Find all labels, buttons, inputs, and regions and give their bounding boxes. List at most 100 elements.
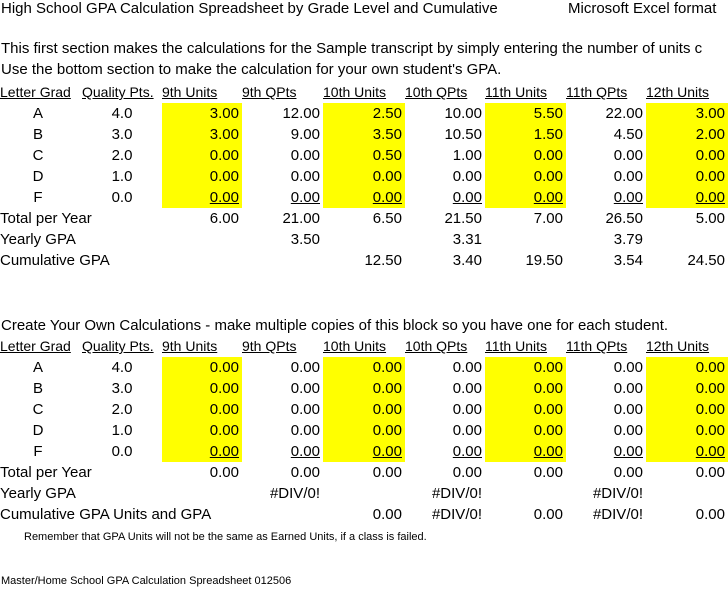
units-12th-cell[interactable]: 0.00 xyxy=(646,145,728,166)
yearly-gpa-10th: 3.31 xyxy=(452,231,482,248)
own-calculations-heading: Create Your Own Calculations - make mult… xyxy=(1,317,669,334)
column-header-units-12th: 12th Units xyxy=(646,84,710,100)
total-qpts-10th: 0.00 xyxy=(452,464,482,481)
qpts-9th-cell: 0.00 xyxy=(290,443,320,460)
qpts-9th-cell: 0.00 xyxy=(290,380,320,397)
units-10th-cell[interactable]: 2.50 xyxy=(323,103,405,124)
units-9th-cell[interactable]: 0.00 xyxy=(162,166,242,187)
qpts-11th-cell: 22.00 xyxy=(605,105,643,122)
grade-row: F 0.0 0.00 0.00 0.00 0.00 0.00 0.00 0.00 xyxy=(0,187,728,208)
units-10th-cell[interactable]: 0.00 xyxy=(323,166,405,187)
units-9th-cell[interactable]: 0.00 xyxy=(162,145,242,166)
column-header-units-11th: 11th Units xyxy=(485,338,547,354)
units-9th-cell[interactable]: 0.00 xyxy=(162,399,242,420)
yearly-gpa-9th: #DIV/0! xyxy=(269,485,320,502)
total-units-10th: 6.50 xyxy=(372,210,402,227)
cumulative-units-11th: 0.00 xyxy=(533,506,563,523)
cumulative-gpa-label: Cumulative GPA xyxy=(0,252,110,269)
units-11th-cell[interactable]: 0.00 xyxy=(485,399,566,420)
column-header-qpts-9th: 9th QPts xyxy=(242,338,297,354)
grade-row: D 1.0 0.00 0.00 0.00 0.00 0.00 0.00 0.00 xyxy=(0,166,728,187)
cumulative-units-12th: 24.50 xyxy=(687,252,725,269)
qpts-9th-cell: 0.00 xyxy=(290,359,320,376)
units-12th-cell[interactable]: 0.00 xyxy=(646,399,728,420)
total-qpts-11th: 0.00 xyxy=(613,464,643,481)
units-10th-cell[interactable]: 0.00 xyxy=(323,399,405,420)
grade-row: B 3.0 3.00 9.00 3.50 10.50 1.50 4.50 2.00 xyxy=(0,124,728,145)
grade-row: A 4.0 0.00 0.00 0.00 0.00 0.00 0.00 0.00 xyxy=(0,357,728,378)
cumulative-gpa-10th: 3.40 xyxy=(452,252,482,269)
units-9th-cell[interactable]: 0.00 xyxy=(162,378,242,399)
column-header-units-10th: 10th Units xyxy=(323,84,387,100)
intro-line-2: Use the bottom section to make the calcu… xyxy=(1,61,502,78)
column-header-units-9th: 9th Units xyxy=(162,84,218,100)
units-12th-cell[interactable]: 0.00 xyxy=(646,357,728,378)
units-12th-cell[interactable]: 0.00 xyxy=(646,378,728,399)
qpts-10th-cell: 10.50 xyxy=(444,126,482,143)
units-12th-cell[interactable]: 0.00 xyxy=(646,166,728,187)
units-9th-cell[interactable]: 0.00 xyxy=(162,357,242,378)
units-10th-cell[interactable]: 3.50 xyxy=(323,124,405,145)
units-10th-cell[interactable]: 0.50 xyxy=(323,145,405,166)
total-qpts-11th: 26.50 xyxy=(605,210,643,227)
letter-grade-cell: A xyxy=(32,359,43,376)
column-header-units-12th: 12th Units xyxy=(646,338,710,354)
units-12th-cell[interactable]: 0.00 xyxy=(646,187,728,208)
qpts-9th-cell: 12.00 xyxy=(282,105,320,122)
letter-grade-cell: C xyxy=(32,147,44,164)
units-9th-cell[interactable]: 0.00 xyxy=(162,187,242,208)
column-header-letter-grade: Letter Grad xyxy=(0,84,71,100)
units-12th-cell[interactable]: 0.00 xyxy=(646,420,728,441)
letter-grade-cell: B xyxy=(32,126,43,143)
units-11th-cell[interactable]: 0.00 xyxy=(485,357,566,378)
qpts-11th-cell: 0.00 xyxy=(613,189,643,206)
qpts-10th-cell: 0.00 xyxy=(452,189,482,206)
units-9th-cell[interactable]: 3.00 xyxy=(162,124,242,145)
units-9th-cell[interactable]: 0.00 xyxy=(162,441,242,462)
document-title: High School GPA Calculation Spreadsheet … xyxy=(1,0,498,17)
units-11th-cell[interactable]: 0.00 xyxy=(485,378,566,399)
total-label: Total per Year xyxy=(0,210,92,227)
units-11th-cell[interactable]: 5.50 xyxy=(485,103,566,124)
column-header-letter-grade: Letter Grad xyxy=(0,338,71,354)
qpts-9th-cell: 0.00 xyxy=(290,422,320,439)
total-qpts-10th: 21.50 xyxy=(444,210,482,227)
qpts-9th-cell: 9.00 xyxy=(290,126,320,143)
total-qpts-9th: 21.00 xyxy=(282,210,320,227)
units-12th-cell[interactable]: 2.00 xyxy=(646,124,728,145)
letter-grade-cell: D xyxy=(32,168,44,185)
units-10th-cell[interactable]: 0.00 xyxy=(323,420,405,441)
qpts-11th-cell: 0.00 xyxy=(613,443,643,460)
quality-points-cell: 0.0 xyxy=(111,443,133,460)
quality-points-cell: 2.0 xyxy=(111,401,133,418)
units-11th-cell[interactable]: 0.00 xyxy=(485,420,566,441)
units-11th-cell[interactable]: 0.00 xyxy=(485,166,566,187)
units-11th-cell[interactable]: 0.00 xyxy=(485,441,566,462)
units-10th-cell[interactable]: 0.00 xyxy=(323,187,405,208)
units-10th-cell[interactable]: 0.00 xyxy=(323,378,405,399)
units-12th-cell[interactable]: 0.00 xyxy=(646,441,728,462)
qpts-11th-cell: 0.00 xyxy=(613,401,643,418)
units-9th-cell[interactable]: 0.00 xyxy=(162,420,242,441)
units-11th-cell[interactable]: 1.50 xyxy=(485,124,566,145)
units-12th-cell[interactable]: 3.00 xyxy=(646,103,728,124)
total-row: Total per Year 0.00 0.00 0.00 0.00 0.00 0.00 0.… xyxy=(0,462,728,483)
units-10th-cell[interactable]: 0.00 xyxy=(323,357,405,378)
footer-text: Master/Home School GPA Calculation Sprea… xyxy=(1,575,292,587)
qpts-9th-cell: 0.00 xyxy=(290,401,320,418)
cumulative-units-10th: 12.50 xyxy=(364,252,402,269)
units-9th-cell[interactable]: 3.00 xyxy=(162,103,242,124)
cumulative-gpa-10th: #DIV/0! xyxy=(431,506,482,523)
qpts-10th-cell: 0.00 xyxy=(452,359,482,376)
units-10th-cell[interactable]: 0.00 xyxy=(323,441,405,462)
yearly-gpa-11th: 3.79 xyxy=(613,231,643,248)
units-11th-cell[interactable]: 0.00 xyxy=(485,145,566,166)
quality-points-cell: 4.0 xyxy=(111,359,133,376)
cumulative-gpa-row: Cumulative GPA Units and GPA 0.00 #DIV/0! 0… xyxy=(0,504,728,525)
units-11th-cell[interactable]: 0.00 xyxy=(485,187,566,208)
grade-row: A 4.0 3.00 12.00 2.50 10.00 5.50 22.00 3.00 xyxy=(0,103,728,124)
column-header-quality-points: Quality Pts. xyxy=(82,338,154,354)
letter-grade-cell: D xyxy=(32,422,44,439)
yearly-gpa-11th: #DIV/0! xyxy=(592,485,643,502)
qpts-11th-cell: 0.00 xyxy=(613,168,643,185)
